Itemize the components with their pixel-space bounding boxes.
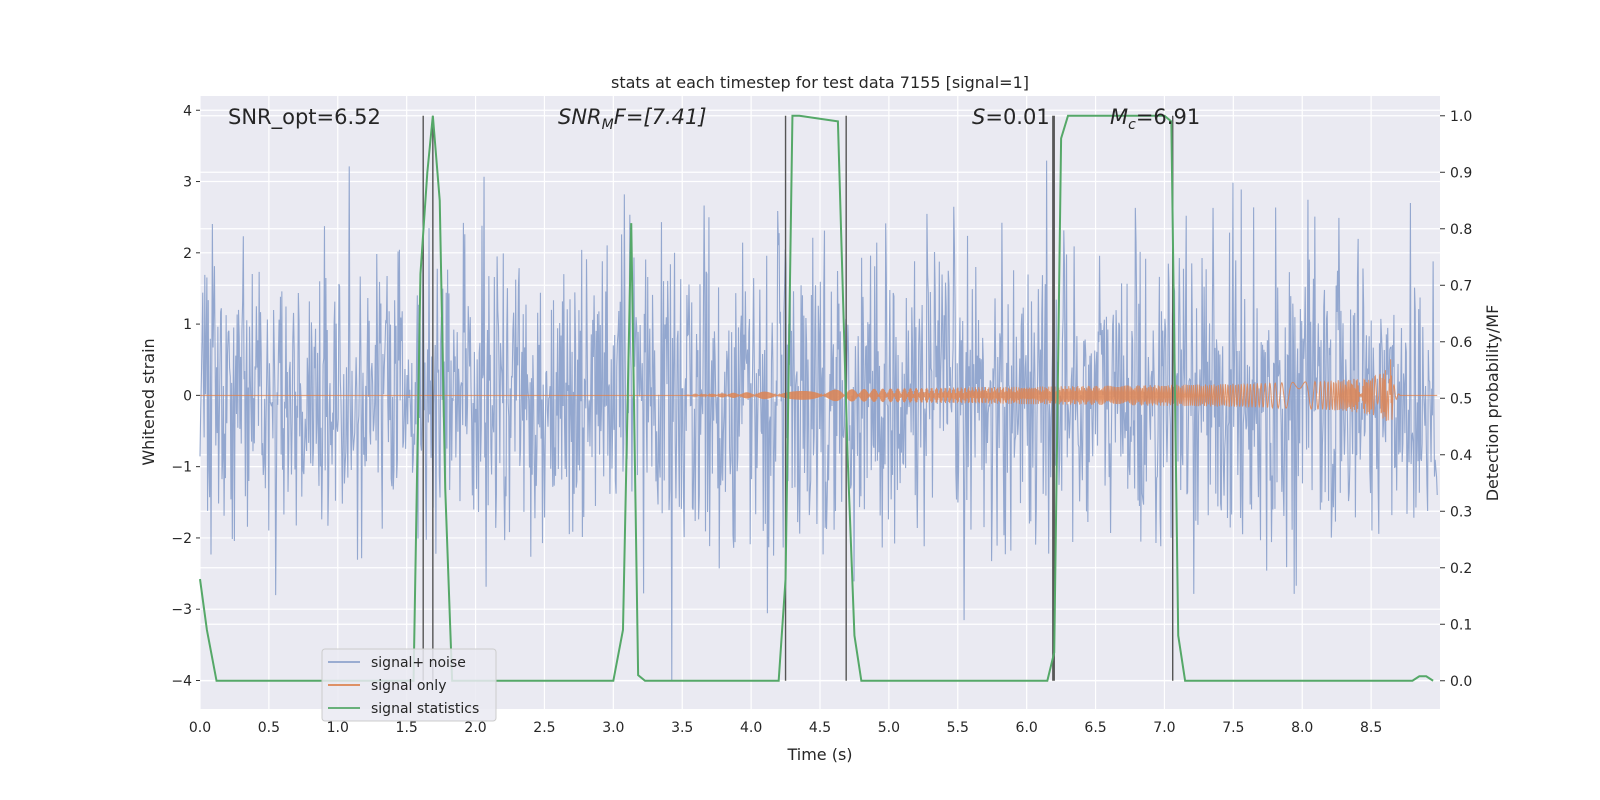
x-tick-label: 5.0: [878, 720, 900, 736]
x-tick-label: 4.0: [740, 720, 762, 736]
left-tick-label: 0: [183, 388, 192, 404]
x-tick-label: 6.5: [1084, 720, 1106, 736]
x-axis-label: Time (s): [786, 745, 852, 764]
left-tick-label: −1: [171, 460, 192, 476]
right-tick-label: 0.6: [1450, 335, 1472, 351]
right-tick-label: 0.5: [1450, 391, 1472, 407]
series-signal-statistics-line: [199, 114, 1434, 682]
x-tick-label: 4.5: [809, 720, 831, 736]
legend-label-signal-noise: signal+ noise: [371, 655, 466, 671]
right-tick-label: 0.0: [1450, 674, 1472, 690]
x-tick-label: 7.5: [1222, 720, 1244, 736]
left-tick-label: 4: [183, 103, 192, 119]
x-axis-ticks: 0.0 0.5 1.0 1.5 2.0 2.5 3.0 3.5 4.0 4.5 5.0 5.5 6.0 6…: [189, 720, 1382, 736]
x-tick-label: 6.0: [1016, 720, 1038, 736]
left-tick-label: 3: [183, 175, 192, 191]
right-tick-label: 0.9: [1450, 165, 1472, 181]
left-tick-label: −4: [171, 673, 192, 689]
legend-label-signal-statistics: signal statistics: [371, 701, 479, 717]
right-axis-label: Detection probability/MF: [1483, 305, 1502, 502]
annotation-s-rest: =0.01: [985, 105, 1049, 129]
right-tick-label: 0.7: [1450, 278, 1472, 294]
right-axis-ticks: 0.0 0.1 0.2 0.3 0.4 0.5 0.6 0.7 0.8 0.9 1.0: [1440, 109, 1472, 690]
annotation-mc-main: M: [1110, 105, 1128, 129]
right-tick-label: 1.0: [1450, 109, 1472, 125]
left-tick-label: 2: [183, 246, 192, 262]
annotation-snr-mf: SNRMF=[7.41]: [558, 105, 707, 133]
annotation-mc-sub: c: [1128, 117, 1136, 133]
right-tick-label: 0.3: [1450, 504, 1472, 520]
annotation-s: S=0.01: [972, 105, 1050, 129]
right-tick-label: 0.2: [1450, 561, 1472, 577]
x-tick-label: 7.0: [1153, 720, 1175, 736]
left-tick-label: −3: [171, 602, 192, 618]
annotation-snr-mf-main: SNR: [558, 105, 602, 129]
annotation-snr-mf-sub: M: [602, 117, 614, 133]
annotation-snr-mf-rest: F=[7.41]: [614, 105, 707, 129]
left-tick-label: −2: [171, 531, 192, 547]
x-tick-label: 2.5: [533, 720, 555, 736]
right-tick-label: 0.8: [1450, 222, 1472, 238]
x-tick-label: 2.0: [464, 720, 486, 736]
annotation-mc-rest: =6.91: [1136, 105, 1200, 129]
x-tick-label: 0.0: [189, 720, 211, 736]
x-tick-label: 8.0: [1291, 720, 1313, 736]
x-tick-label: 1.5: [396, 720, 418, 736]
right-tick-label: 0.4: [1450, 448, 1472, 464]
series-signal-only-line: [200, 359, 1438, 421]
annotation-snr-opt: SNR_opt=6.52: [228, 105, 381, 130]
x-tick-label: 1.0: [327, 720, 349, 736]
annotation-mc: Mc=6.91: [1110, 105, 1200, 133]
chart-title: stats at each timestep for test data 715…: [611, 73, 1029, 92]
legend: signal+ noise signal only signal statist…: [321, 648, 497, 722]
x-tick-label: 3.0: [602, 720, 624, 736]
legend-label-signal-only: signal only: [371, 678, 446, 694]
right-tick-label: 0.1: [1450, 617, 1472, 633]
left-axis-ticks: −4 −3 −2 −1 0 1 2 3 4: [171, 103, 200, 689]
left-axis-label: Whitened strain: [139, 338, 158, 465]
x-tick-label: 0.5: [258, 720, 280, 736]
x-tick-label: 8.5: [1360, 720, 1382, 736]
x-tick-label: 3.5: [671, 720, 693, 736]
left-tick-label: 1: [183, 317, 192, 333]
plot-content: [199, 114, 1438, 682]
x-tick-label: 5.5: [947, 720, 969, 736]
annotation-s-main: S: [972, 105, 985, 129]
legend-box: [321, 648, 497, 722]
